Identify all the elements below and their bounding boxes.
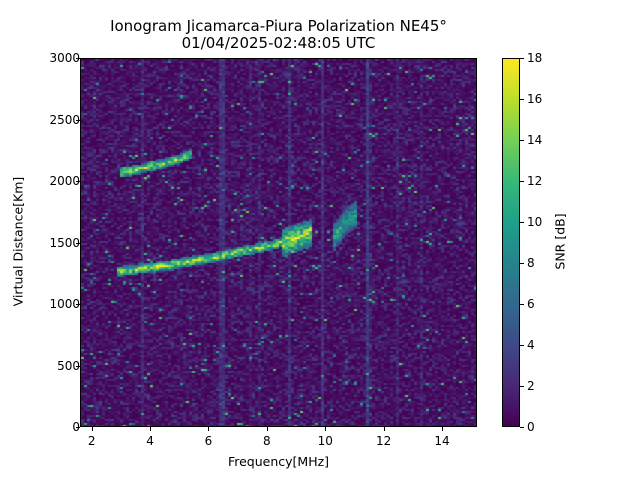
y-tick-label: 2000 — [49, 174, 80, 188]
colorbar-tick-label: 10 — [527, 215, 543, 229]
y-tick-mark — [76, 427, 80, 428]
chart-subtitle: 01/04/2025-02:48:05 UTC — [181, 34, 376, 52]
x-tick-label: 12 — [375, 434, 392, 448]
colorbar-tick-mark — [520, 263, 524, 264]
x-tick-mark — [208, 427, 209, 431]
x-tick-mark — [442, 427, 443, 431]
x-tick-mark — [267, 427, 268, 431]
colorbar-tick-mark — [520, 181, 524, 182]
x-tick-label: 4 — [146, 434, 154, 448]
x-tick-mark — [92, 427, 93, 431]
colorbar-tick-mark — [520, 304, 524, 305]
y-tick-mark — [76, 366, 80, 367]
colorbar-tick-label: 14 — [527, 133, 543, 147]
x-tick-label: 14 — [434, 434, 450, 448]
x-axis-label: Frequency[MHz] — [227, 454, 330, 469]
colorbar-tick-mark — [520, 58, 524, 59]
x-tick-mark — [325, 427, 326, 431]
x-tick-label: 6 — [204, 434, 213, 448]
x-tick-label: 10 — [317, 434, 333, 448]
colorbar-tick-label: 12 — [527, 174, 543, 188]
colorbar-tick-mark — [520, 386, 524, 387]
y-axis-label: Virtual Distance[Km] — [10, 176, 26, 307]
y-tick-label: 3000 — [49, 51, 80, 65]
colorbar-tick-mark — [520, 99, 524, 100]
y-tick-mark — [76, 304, 80, 305]
x-tick-label: 8 — [262, 434, 271, 448]
colorbar-tick-mark — [520, 140, 524, 141]
colorbar-tick-label: 16 — [527, 92, 543, 106]
colorbar-tick-label: 2 — [527, 379, 535, 393]
colorbar-tick-label: 8 — [527, 256, 535, 270]
y-tick-label: 500 — [57, 358, 80, 373]
y-tick-mark — [76, 58, 80, 59]
colorbar-tick-mark — [520, 427, 524, 428]
ionogram-heatmap — [80, 58, 477, 427]
y-tick-label: 1000 — [49, 297, 80, 311]
y-tick-mark — [76, 120, 80, 121]
colorbar-tick-label: 6 — [527, 297, 535, 311]
y-tick-mark — [76, 243, 80, 244]
y-tick-label: 1500 — [49, 235, 80, 250]
y-tick-mark — [76, 181, 80, 182]
colorbar-tick-mark — [520, 222, 524, 223]
colorbar — [502, 58, 520, 427]
x-tick-label: 2 — [87, 434, 96, 448]
colorbar-label: SNR [dB] — [552, 213, 568, 270]
colorbar-tick-label: 4 — [527, 338, 535, 352]
heatmap-canvas — [81, 59, 476, 426]
chart-title: Ionogram Jicamarca-Piura Polarization NE… — [110, 17, 447, 35]
x-tick-mark — [150, 427, 151, 431]
colorbar-tick-label: 18 — [527, 51, 543, 65]
colorbar-tick-mark — [520, 345, 524, 346]
x-tick-mark — [384, 427, 385, 431]
colorbar-tick-label: 0 — [527, 420, 535, 434]
y-tick-label: 2500 — [49, 112, 80, 127]
